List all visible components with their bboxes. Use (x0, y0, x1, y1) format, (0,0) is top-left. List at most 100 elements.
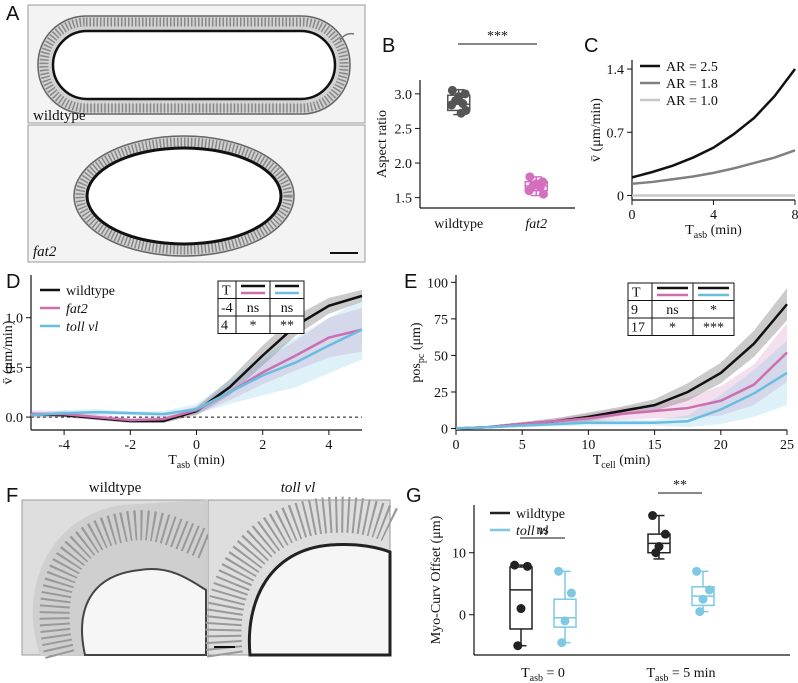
table-cell: * (250, 319, 257, 334)
axis-label: Aspect ratio (375, 110, 390, 178)
axis-label: v̄ (μm/min) (589, 98, 604, 162)
error-band (31, 289, 362, 424)
table-cell: ** (280, 319, 294, 334)
line (631, 149, 796, 185)
x-tick-label: 15 (648, 438, 662, 453)
panel-label: D (6, 271, 20, 293)
x-tick-label: 2 (259, 438, 266, 453)
label-part: asb (530, 673, 543, 683)
label-part: pc (416, 353, 427, 363)
legend-label: wildtype (66, 284, 115, 299)
panel-label: F (6, 485, 18, 507)
table-cell: * (669, 321, 676, 336)
axis-label: Myo-Curv Offset (μm) (429, 515, 444, 644)
point (554, 566, 564, 576)
y-tick-label: 1.0 (6, 312, 24, 327)
y-tick-label: 3.0 (395, 88, 413, 103)
micrograph-a-top (27, 4, 366, 124)
y-tick-label: 50 (434, 349, 448, 364)
x-tick-label: 0 (629, 208, 636, 223)
axis-label: v̄ (μm/min) (1, 320, 16, 384)
box (509, 566, 533, 630)
image-label: wildtype (89, 480, 142, 496)
label-part: T (521, 666, 530, 681)
point (692, 566, 702, 576)
x-tick-label: 0 (453, 438, 460, 453)
error-band (31, 299, 362, 418)
legend-label: wildtype (516, 507, 565, 522)
micrograph-f-right (205, 496, 399, 658)
table-cell: T (632, 286, 641, 301)
point (651, 548, 661, 558)
point (524, 186, 534, 196)
label-part: (min) (707, 223, 742, 238)
x-tick-label: -4 (58, 438, 70, 453)
y-tick-label: 100 (427, 276, 448, 291)
x-tick-label: wildtype (434, 217, 483, 232)
legend-label: toll vl (516, 524, 548, 539)
label-part: T (646, 666, 655, 681)
table-cell: T (222, 284, 231, 299)
y-tick-label: 1.5 (395, 192, 413, 207)
error-band (31, 307, 362, 423)
label-part: cell (601, 460, 616, 471)
point (560, 616, 570, 626)
x-tick-label: 8 (792, 208, 798, 223)
point (660, 529, 670, 539)
y-tick-label: 0.5 (6, 361, 24, 376)
image-label: fat2 (33, 244, 57, 260)
table-frame (627, 282, 735, 336)
significance-label: ns (536, 523, 548, 538)
label-part: T (685, 223, 694, 238)
significance-label: *** (487, 29, 508, 44)
point (522, 561, 532, 571)
table-cell: *** (703, 321, 724, 336)
legend-label: fat2 (66, 302, 88, 317)
table-cell: 9 (631, 303, 638, 318)
x-tick-label: 5 (519, 438, 526, 453)
point (557, 638, 567, 648)
label-part: T (168, 453, 177, 468)
axis-label: Tasb = 5 min (646, 666, 715, 683)
y-tick-label: 1.4 (607, 63, 625, 78)
y-tick-label: 75 (434, 313, 448, 328)
panel-label: C (584, 35, 598, 57)
axis-label: Tasb (min) (168, 453, 225, 471)
panel-label: B (382, 35, 395, 57)
box (553, 598, 577, 628)
point (698, 594, 708, 604)
y-tick-label: 2.5 (395, 122, 413, 137)
panel-label: E (404, 271, 417, 293)
significance-label: ** (673, 478, 687, 493)
legend-label: toll vl (66, 320, 98, 335)
point (447, 100, 457, 110)
panel-label: A (6, 3, 20, 25)
x-tick-label: fat2 (525, 217, 547, 232)
y-tick-label: 2.0 (395, 157, 413, 172)
legend-label: AR = 1.8 (666, 77, 718, 92)
micrograph-a-bottom (27, 124, 366, 263)
axis-label: pospc (μm) (409, 322, 427, 382)
micrograph-f-left (21, 499, 212, 659)
point (516, 604, 526, 614)
table-cell: ns (281, 301, 293, 316)
point (566, 588, 576, 598)
point (447, 85, 457, 95)
label-part: (min) (190, 453, 225, 468)
point (510, 560, 520, 570)
table-cell: ns (666, 303, 678, 318)
y-tick-label: 0 (459, 609, 466, 624)
line (30, 328, 363, 417)
x-tick-label: 4 (710, 208, 717, 223)
y-tick-label: 10 (452, 547, 466, 562)
error-band (456, 340, 787, 429)
panel-label: G (406, 485, 422, 507)
y-tick-label: 25 (434, 386, 448, 401)
table-cell: ns (247, 301, 259, 316)
point (525, 172, 535, 182)
point (458, 99, 468, 109)
point (456, 108, 466, 118)
legend-label: AR = 1.0 (666, 94, 718, 109)
label-part: asb (694, 230, 707, 241)
